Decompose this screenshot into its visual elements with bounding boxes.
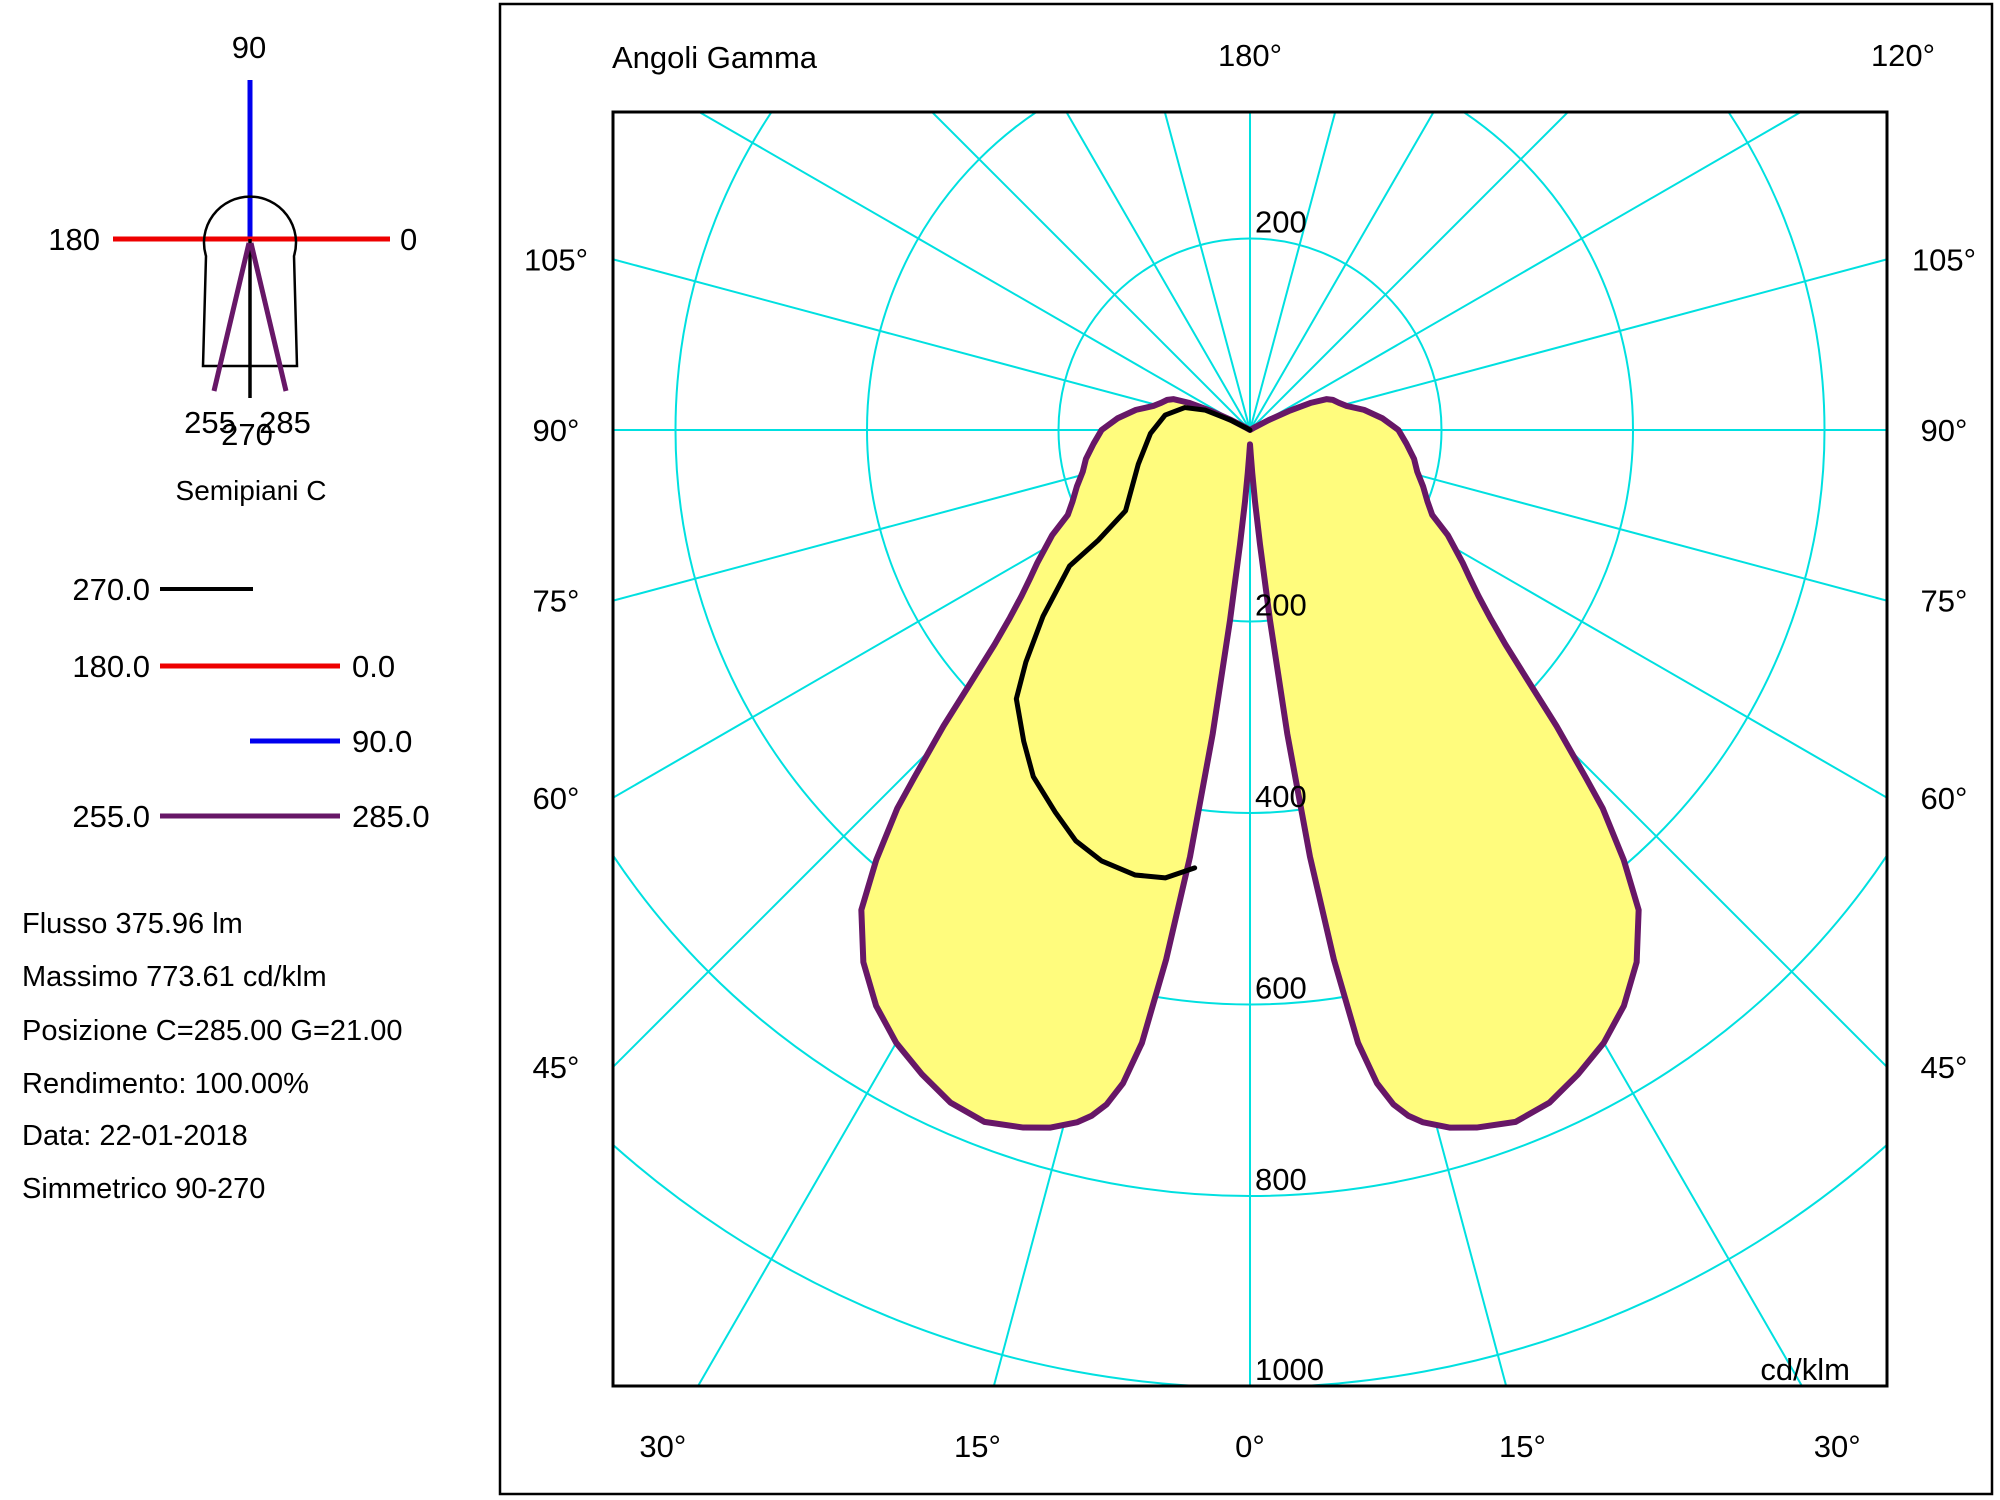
- bottom-angle-label-1: 15°: [954, 1429, 1001, 1464]
- ring-label-1000: 1000: [1255, 1352, 1324, 1387]
- gamma-ray-gridline: [1249, 258, 1887, 431]
- bottom-angle-label-3: 15°: [1499, 1429, 1546, 1464]
- info-rendimento: Rendimento: 100.00%: [22, 1068, 309, 1100]
- top-angle-label-180: 180°: [1218, 38, 1282, 73]
- ring-label-200: 200: [1255, 588, 1307, 623]
- gamma-ray-gridline: [1065, 112, 1251, 431]
- symbol-label-90: 90: [232, 30, 266, 65]
- chart-title: Angoli Gamma: [612, 40, 818, 75]
- info-posizione: Posizione C=285.00 G=21.00: [22, 1015, 403, 1047]
- left-angle-label-90: 90°: [533, 413, 580, 448]
- symbol-title: Semipiani C: [176, 475, 327, 506]
- symbol-label-180: 180: [48, 222, 100, 257]
- gamma-ray-gridline: [697, 112, 1251, 431]
- intensity-curve-c270: [1013, 405, 1253, 881]
- gamma-ray-gridline: [613, 429, 1251, 602]
- symbol-label-270: 270: [221, 417, 273, 452]
- gamma-ray-gridline: [1249, 112, 1337, 431]
- left-angle-label-105: 105°: [524, 242, 588, 277]
- polar-plot-border: [611, 110, 1889, 1388]
- intensity-ring-gridline: [613, 853, 1887, 1197]
- ring-label-600: 600: [1255, 971, 1307, 1006]
- gamma-ray-gridline: [1249, 112, 1803, 431]
- legend-label-270: 270.0: [72, 572, 150, 607]
- legend-label-255: 255.0: [72, 799, 150, 834]
- right-angle-label-75: 75°: [1921, 584, 1968, 619]
- info-flusso: Flusso 375.96 lm: [22, 908, 243, 940]
- intensity-ring-gridline: [674, 112, 1826, 1006]
- info-massimo: Massimo 773.61 cd/klm: [22, 961, 327, 993]
- bottom-angle-label-2: 0°: [1235, 1429, 1265, 1464]
- symbol-label-0: 0: [400, 222, 417, 257]
- bottom-angle-label-4: 30°: [1814, 1429, 1861, 1464]
- ring-label-400: 400: [1255, 779, 1307, 814]
- lamp-bulb-icon: [201, 195, 299, 368]
- photometric-info-block: Flusso 375.96 lm Massimo 773.61 cd/klm P…: [22, 908, 403, 1205]
- symbol-285-axis-line: [248, 242, 289, 392]
- c-plane-legend: 270.0 180.0 0.0 90.0 255.0 285.0: [72, 572, 429, 834]
- diagram-panel-border: [498, 2, 1994, 1496]
- legend-label-285: 285.0: [352, 799, 430, 834]
- legend-label-0: 0.0: [352, 649, 395, 684]
- right-angle-label-105: 105°: [1912, 242, 1976, 277]
- ring-label-800: 800: [1255, 1162, 1307, 1197]
- info-data: Data: 22-01-2018: [22, 1120, 248, 1152]
- right-angle-label-60: 60°: [1921, 781, 1968, 816]
- gamma-ray-gridline: [1249, 112, 1435, 431]
- symbol-label-285: 285: [259, 405, 311, 440]
- info-simmetrico: Simmetrico 90-270: [22, 1173, 265, 1205]
- top-angle-label-120: 120°: [1871, 38, 1935, 73]
- left-angle-label-45: 45°: [533, 1050, 580, 1085]
- legend-label-180: 180.0: [72, 649, 150, 684]
- gamma-ray-gridline: [1163, 112, 1251, 431]
- left-angle-label-75: 75°: [533, 584, 580, 619]
- left-angle-label-60: 60°: [533, 781, 580, 816]
- ring-label-upper-200: 200: [1255, 205, 1307, 240]
- intensity-ring-gridline: [1057, 237, 1443, 623]
- c-plane-symbol: 90 180 0 255 270 285 Semipiani C: [48, 30, 417, 506]
- gamma-ray-gridline: [1249, 429, 1887, 602]
- gamma-ray-gridline: [613, 258, 1251, 431]
- intensity-ring-gridline: [866, 112, 1634, 814]
- unit-label: cd/klm: [1760, 1352, 1850, 1387]
- gamma-ray-gridline: [930, 112, 1251, 431]
- right-angle-label-90: 90°: [1921, 413, 1968, 448]
- bottom-angle-label-0: 30°: [639, 1429, 686, 1464]
- symbol-255-axis-line: [211, 242, 252, 392]
- symbol-label-255: 255: [184, 405, 236, 440]
- right-angle-label-45: 45°: [1921, 1050, 1968, 1085]
- legend-label-90: 90.0: [352, 724, 412, 759]
- gamma-ray-gridline: [1249, 112, 1570, 431]
